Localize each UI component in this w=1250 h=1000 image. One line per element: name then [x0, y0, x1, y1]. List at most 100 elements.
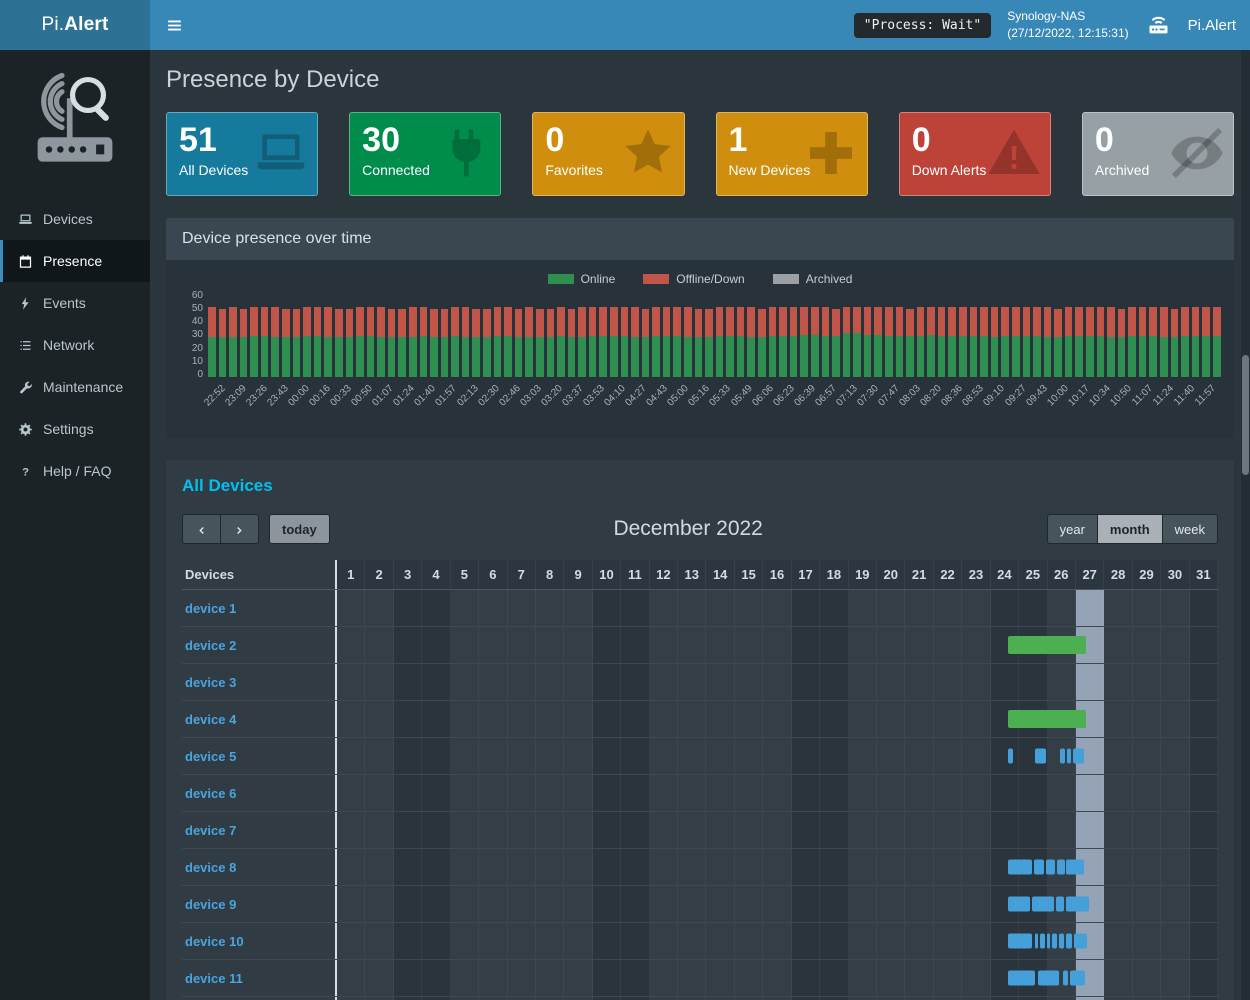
device-link[interactable]: device 7 — [185, 822, 237, 838]
nas-icon — [1145, 12, 1172, 39]
calendar-day-cell — [337, 997, 366, 1000]
calendar-day-cell — [791, 664, 821, 700]
presence-bar — [1007, 748, 1014, 764]
calendar-day-cell — [763, 627, 792, 663]
calendar-day-cell — [678, 627, 707, 663]
calendar-day-cell — [962, 849, 991, 885]
device-link[interactable]: device 8 — [185, 859, 237, 875]
sidebar-toggle-button[interactable] — [150, 0, 198, 50]
calendar-today-button[interactable]: today — [269, 514, 330, 544]
calendar-day-cell — [905, 701, 934, 737]
stacked-bar — [588, 307, 597, 377]
calendar-view-week-button[interactable]: week — [1162, 514, 1218, 544]
stacked-bar — [990, 307, 999, 377]
device-link[interactable]: device 9 — [185, 896, 237, 912]
calendar-day-cell — [365, 923, 394, 959]
calendar-view-month-button[interactable]: month — [1097, 514, 1163, 544]
calendar-day-header: 27 — [1075, 560, 1105, 589]
stacked-bar — [504, 307, 512, 377]
calendar-day-cell — [1189, 849, 1219, 885]
calendar-day-cell — [933, 849, 963, 885]
calendar-day-cell — [393, 849, 423, 885]
calendar-day-cell — [535, 997, 565, 1000]
sidebar-item-maintenance[interactable]: Maintenance — [0, 366, 150, 408]
page-scrollbar[interactable] — [1241, 50, 1250, 1000]
stacked-bar — [1160, 307, 1168, 377]
calendar-day-header: 9 — [564, 560, 593, 589]
presence-bar — [1034, 933, 1038, 949]
sidebar-item-events[interactable]: Events — [0, 282, 150, 324]
calendar-day-cell — [1189, 960, 1219, 996]
legend-item-archived: Archived — [772, 272, 852, 286]
app-logo[interactable]: Pi. Alert — [0, 0, 150, 50]
calendar-day-cell — [678, 886, 707, 922]
calendar-day-cell — [1104, 590, 1133, 626]
calendar-day-cell — [820, 997, 849, 1000]
calendar-day-cell — [1161, 590, 1190, 626]
calendar-day-cell — [592, 886, 622, 922]
x-tick: 01:24 — [391, 383, 418, 409]
calendar-day-cell — [763, 886, 792, 922]
calendar-day-header: 8 — [535, 560, 565, 589]
calendar-day-cell — [422, 775, 451, 811]
device-link[interactable]: device 1 — [185, 600, 237, 616]
presence-bar — [1034, 748, 1047, 764]
calendar-day-cell — [535, 701, 565, 737]
calendar-day-cell — [564, 701, 593, 737]
calendar-day-cell — [848, 997, 878, 1000]
stacked-bar — [641, 308, 650, 377]
calendar-day-header: 5 — [450, 560, 480, 589]
summary-card-favorites[interactable]: 0 Favorites — [532, 112, 685, 196]
calendar-day-cell — [393, 960, 423, 996]
stacked-bar — [356, 307, 364, 377]
calendar-day-cell — [1161, 812, 1190, 848]
summary-card-connected[interactable]: 30 Connected — [349, 112, 502, 196]
calendar-prev-button[interactable] — [182, 514, 221, 544]
sidebar-item-settings[interactable]: Settings — [0, 408, 150, 450]
summary-card-down-alerts[interactable]: 0 Down Alerts — [898, 112, 1051, 196]
device-link[interactable]: device 5 — [185, 748, 237, 764]
device-link[interactable]: device 4 — [185, 711, 237, 727]
presence-bar — [1007, 970, 1035, 986]
calendar-day-cell — [706, 997, 735, 1000]
calendar-day-cell — [678, 775, 707, 811]
sidebar-item-network[interactable]: Network — [0, 324, 150, 366]
x-tick: 02:30 — [475, 383, 502, 409]
sidebar-item-help-faq[interactable]: Help / FAQ — [0, 450, 150, 492]
stacked-bar — [789, 307, 798, 377]
calendar-day-cell — [933, 738, 963, 774]
card-value: 1 — [728, 121, 748, 159]
x-tick: 23:43 — [265, 383, 291, 409]
summary-card-new-devices[interactable]: 1 New Devices — [715, 112, 868, 196]
calendar-day-cell — [1104, 997, 1133, 1000]
device-link[interactable]: device 11 — [185, 970, 243, 986]
calendar-day-cell — [393, 886, 423, 922]
calendar-day-header: 19 — [848, 560, 878, 589]
sidebar-item-presence[interactable]: Presence — [0, 240, 150, 282]
summary-card-archived[interactable]: 0 Archived — [1081, 112, 1235, 196]
sidebar-item-devices[interactable]: Devices — [0, 198, 150, 240]
calendar-next-button[interactable] — [221, 514, 259, 544]
device-link[interactable]: device 2 — [185, 637, 237, 653]
calendar-day-cell — [507, 627, 536, 663]
calendar-day-cell — [564, 775, 593, 811]
gear-icon — [17, 422, 33, 437]
calendar-day-cell — [763, 997, 792, 1000]
calendar-day-cell — [592, 627, 622, 663]
device-link[interactable]: device 10 — [185, 933, 244, 949]
x-tick: 06:23 — [771, 383, 797, 409]
scrollbar-thumb[interactable] — [1242, 355, 1249, 475]
device-link[interactable]: device 6 — [185, 785, 237, 801]
device-row-device-7: device 7 — [182, 812, 1219, 849]
calendar-day-cell — [848, 627, 878, 663]
summary-card-all-devices[interactable]: 51 All Devices — [166, 112, 319, 196]
device-link[interactable]: device 3 — [185, 674, 237, 690]
calendar-day-cell — [422, 960, 451, 996]
calendar-day-header: 1 — [337, 560, 366, 589]
calendar-day-cell — [337, 923, 366, 959]
stacked-bar — [493, 307, 502, 377]
calendar-day-cell — [848, 886, 878, 922]
calendar-day-cell — [479, 812, 508, 848]
calendar-day-cell — [479, 590, 508, 626]
calendar-view-year-button[interactable]: year — [1046, 514, 1098, 544]
